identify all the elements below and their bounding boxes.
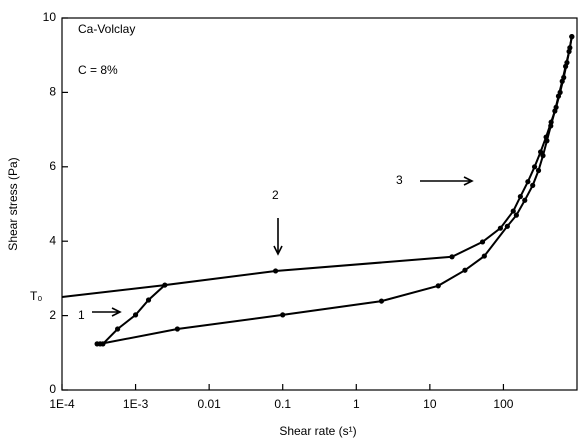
marker bbox=[555, 93, 562, 99]
marker bbox=[97, 341, 103, 347]
x-axis-title: Shear rate (s¹) bbox=[279, 424, 356, 438]
y-axis-title: Shear stress (Pa) bbox=[6, 157, 20, 250]
x-tick-label: 10 bbox=[423, 397, 437, 411]
marker bbox=[559, 78, 565, 84]
marker bbox=[544, 138, 550, 144]
marker bbox=[535, 167, 542, 174]
arrow bbox=[273, 218, 283, 256]
annotation: C = 8% bbox=[78, 63, 118, 77]
arrow bbox=[92, 307, 122, 317]
marker bbox=[552, 108, 558, 114]
marker bbox=[530, 182, 536, 188]
marker bbox=[517, 193, 523, 200]
marker bbox=[531, 164, 538, 170]
y-tick-label: 0 bbox=[49, 382, 56, 396]
marker bbox=[435, 283, 441, 289]
y-tick-label: 10 bbox=[43, 10, 57, 24]
marker bbox=[510, 208, 516, 214]
x-tick-label: 1E-4 bbox=[49, 397, 75, 411]
marker bbox=[378, 298, 385, 304]
marker bbox=[162, 282, 168, 288]
marker bbox=[132, 312, 139, 318]
marker bbox=[525, 179, 531, 185]
marker bbox=[504, 223, 510, 229]
annotation: 1 bbox=[78, 308, 85, 322]
marker bbox=[563, 63, 569, 69]
marker bbox=[497, 225, 504, 231]
line bbox=[97, 36, 573, 345]
annotation: Ca-Volclay bbox=[78, 22, 135, 36]
marker bbox=[566, 48, 572, 55]
arrow bbox=[420, 176, 474, 186]
plot-area: 0 2 4 6 8 10 1E-4 1E-3 0.01 0.1 1 10 100 bbox=[43, 10, 578, 411]
marker bbox=[569, 34, 575, 40]
marker bbox=[272, 268, 279, 274]
x-tick-label: 1E-3 bbox=[123, 397, 149, 411]
marker bbox=[481, 253, 487, 259]
annotation: T₀ bbox=[30, 289, 42, 303]
line bbox=[61, 284, 165, 298]
marker bbox=[174, 326, 180, 332]
marker bbox=[462, 267, 468, 273]
marker bbox=[522, 197, 528, 203]
line bbox=[99, 36, 573, 345]
marker bbox=[540, 153, 546, 159]
marker bbox=[449, 254, 455, 260]
x-tick-label: 1 bbox=[353, 397, 360, 411]
arrows bbox=[92, 176, 474, 317]
y-tick-label: 4 bbox=[49, 233, 56, 247]
marker bbox=[280, 312, 286, 318]
annotation: 3 bbox=[396, 173, 403, 187]
axes-frame bbox=[61, 17, 578, 391]
y-tick-label: 2 bbox=[49, 308, 56, 322]
marker bbox=[513, 212, 519, 218]
x-tick-label: 100 bbox=[493, 397, 513, 411]
y-tick-label: 8 bbox=[49, 85, 56, 99]
x-tick-label: 0.1 bbox=[274, 397, 291, 411]
marker bbox=[548, 123, 554, 129]
marker bbox=[479, 239, 486, 245]
x-tick-label: 0.01 bbox=[197, 397, 221, 411]
marker bbox=[537, 149, 544, 155]
marker bbox=[115, 326, 121, 332]
annotation: 2 bbox=[272, 188, 279, 202]
marker bbox=[145, 297, 152, 303]
y-tick-label: 6 bbox=[49, 159, 56, 173]
